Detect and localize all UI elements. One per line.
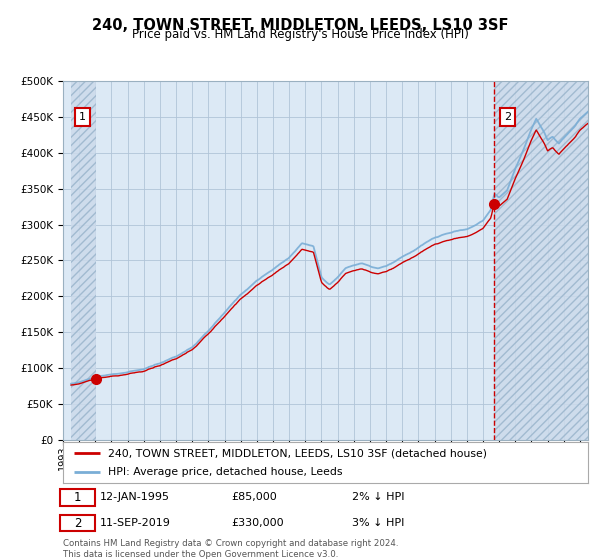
- Text: £85,000: £85,000: [231, 492, 277, 502]
- Text: 11-SEP-2019: 11-SEP-2019: [100, 518, 170, 528]
- Text: 1: 1: [79, 112, 86, 122]
- Text: 2: 2: [503, 112, 511, 122]
- Bar: [494, 81, 588, 440]
- Text: 2% ↓ HPI: 2% ↓ HPI: [352, 492, 404, 502]
- Text: 3% ↓ HPI: 3% ↓ HPI: [352, 518, 404, 528]
- FancyBboxPatch shape: [61, 515, 95, 531]
- Text: HPI: Average price, detached house, Leeds: HPI: Average price, detached house, Leed…: [107, 467, 342, 477]
- FancyBboxPatch shape: [61, 489, 95, 506]
- Bar: [71, 81, 96, 440]
- Text: 1: 1: [74, 491, 81, 504]
- Text: 2: 2: [74, 517, 81, 530]
- Text: Price paid vs. HM Land Registry's House Price Index (HPI): Price paid vs. HM Land Registry's House …: [131, 28, 469, 41]
- Text: Contains HM Land Registry data © Crown copyright and database right 2024.
This d: Contains HM Land Registry data © Crown c…: [63, 539, 398, 559]
- Text: 240, TOWN STREET, MIDDLETON, LEEDS, LS10 3SF (detached house): 240, TOWN STREET, MIDDLETON, LEEDS, LS10…: [107, 449, 487, 458]
- Text: £330,000: £330,000: [231, 518, 284, 528]
- Text: 12-JAN-1995: 12-JAN-1995: [100, 492, 170, 502]
- Text: 240, TOWN STREET, MIDDLETON, LEEDS, LS10 3SF: 240, TOWN STREET, MIDDLETON, LEEDS, LS10…: [92, 18, 508, 33]
